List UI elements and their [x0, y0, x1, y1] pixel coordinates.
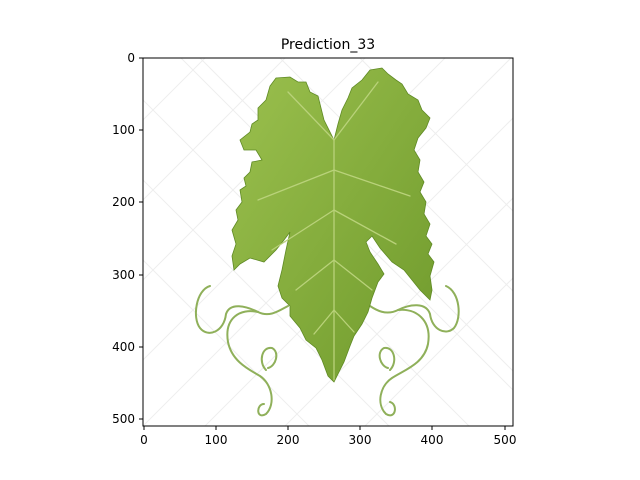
leaf-veins [257, 81, 411, 381]
leaf-blade [231, 67, 435, 383]
left-outer-tendril [194, 285, 289, 334]
x-axis [143, 426, 506, 430]
y-tick-label: 400 [112, 340, 135, 354]
right-curl [378, 346, 396, 371]
tendrils [194, 285, 460, 417]
y-tick-label: 100 [112, 123, 135, 137]
axes-frame [142, 57, 514, 427]
left-inner-tendril [226, 310, 273, 417]
y-tick-label: 500 [112, 412, 135, 426]
y-tick-label: 200 [112, 195, 135, 209]
left-curl [260, 346, 278, 371]
image-area [143, 58, 513, 426]
right-outer-tendril [369, 285, 460, 333]
right-inner-tendril [379, 308, 430, 417]
x-tick-label: 500 [494, 433, 517, 447]
grape-leaf [231, 67, 435, 383]
y-tick-label: 0 [127, 51, 135, 65]
x-tick-label: 400 [421, 433, 444, 447]
x-tick-label: 300 [349, 433, 372, 447]
x-tick-label: 200 [277, 433, 300, 447]
x-tick-label: 100 [205, 433, 228, 447]
y-tick-label: 300 [112, 268, 135, 282]
plot-title: Prediction_33 [281, 37, 375, 53]
x-tick-label: 0 [140, 433, 148, 447]
y-axis [139, 57, 143, 420]
